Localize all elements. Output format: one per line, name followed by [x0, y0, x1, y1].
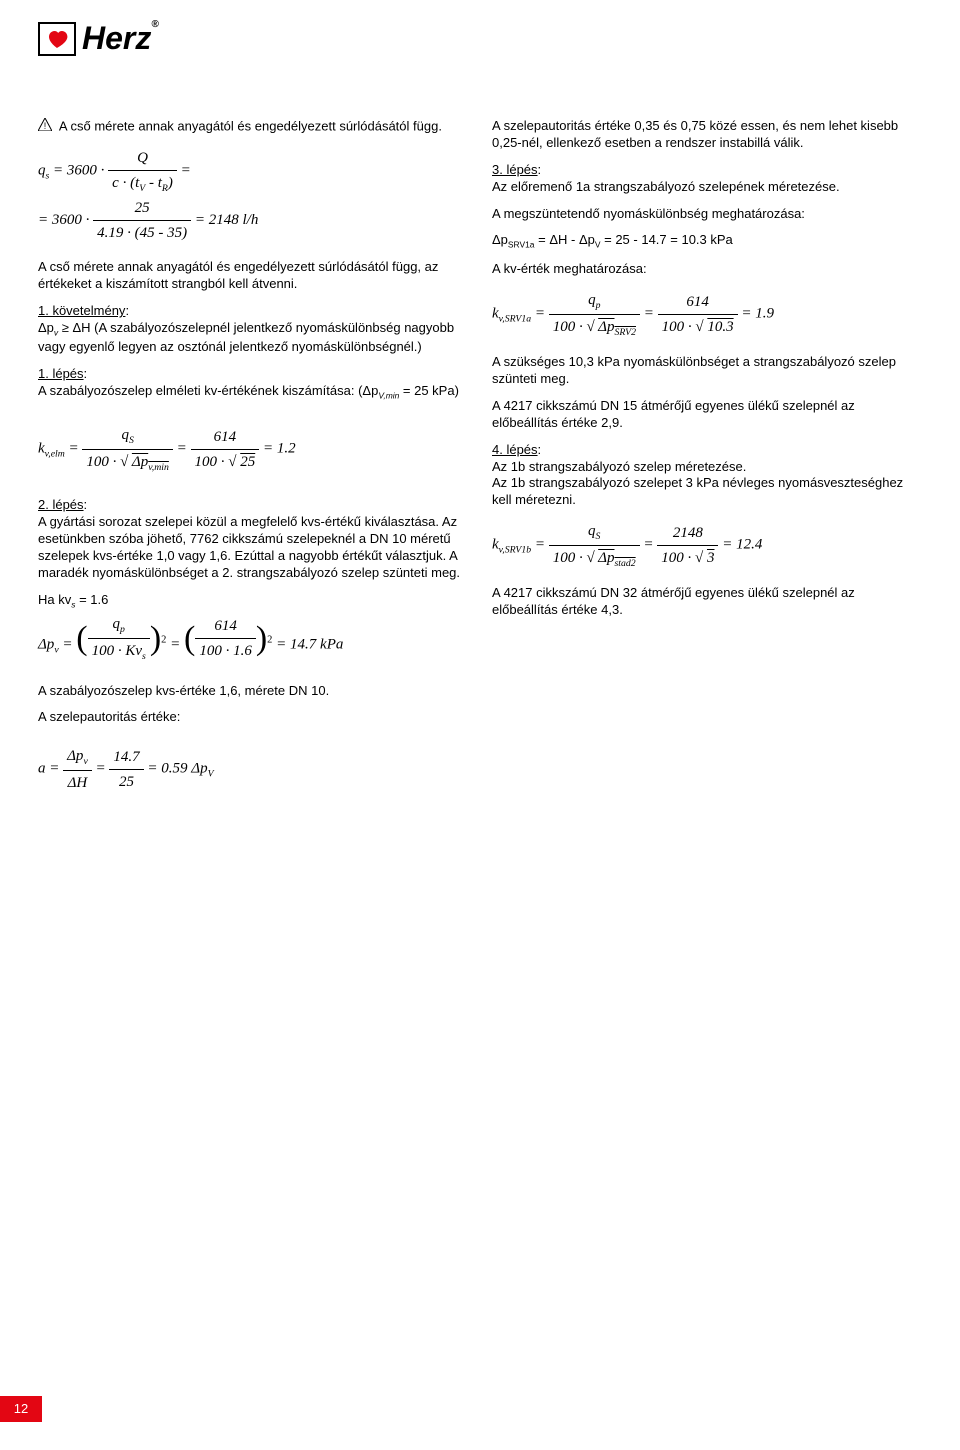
- logo: Herz®: [38, 18, 159, 60]
- right-p4: A szükséges 10,3 kPa nyomáskülönbséget a…: [492, 354, 922, 388]
- equation-qs: qs = 3600 · Qc · (tV - tR) = = 3600 · 25…: [38, 146, 468, 246]
- equation-kvelm: kv,elm = qS100 · √ Δpv,min = 614100 · √ …: [38, 423, 468, 475]
- left-p2: A cső mérete annak anyagától és engedély…: [38, 259, 468, 293]
- content-area: ! A cső mérete annak anyagától és engedé…: [38, 118, 922, 809]
- left-column: ! A cső mérete annak anyagától és engedé…: [38, 118, 468, 809]
- equation-dpsrv1a: ΔpSRV1a = ΔH - ΔpV = 25 - 14.7 = 10.3 kP…: [492, 232, 922, 251]
- right-p1: A szelepautoritás értéke 0,35 és 0,75 kö…: [492, 118, 922, 152]
- logo-text: Herz®: [82, 18, 159, 60]
- right-p2: A megszüntetendő nyomáskülönbség meghatá…: [492, 206, 922, 223]
- right-p5: A 4217 cikkszámú DN 15 átmérőjű egyenes …: [492, 398, 922, 432]
- requirement-1: 1. követelmény: Δpv ≥ ΔH (A szabályozósz…: [38, 303, 468, 355]
- step-4: 4. lépés: Az 1b strangszabályozó szelep …: [492, 442, 922, 510]
- logo-heart-icon: [38, 22, 76, 56]
- left-auth-label: A szelepautoritás értéke:: [38, 709, 468, 726]
- page-number: 12: [0, 1396, 42, 1422]
- equation-dpv: Δpv = (qp100 · Kvs)2 = (614100 · 1.6)2 =…: [38, 612, 468, 664]
- hakv-line: Ha kvs = 1.6: [38, 592, 468, 611]
- right-p6: A 4217 cikkszámú DN 32 átmérőjű egyenes …: [492, 585, 922, 619]
- left-p-kvs: A szabályozószelep kvs-értéke 1,6, méret…: [38, 683, 468, 700]
- equation-authority: a = ΔpvΔH = 14.725 = 0.59 ΔpV: [38, 744, 468, 795]
- right-p3: A kv-érték meghatározása:: [492, 261, 922, 278]
- logo-reg: ®: [151, 19, 158, 30]
- warning-triangle-icon: !: [38, 118, 52, 136]
- left-p1: ! A cső mérete annak anyagától és engedé…: [38, 118, 468, 136]
- step-1: 1. lépés: A szabályozószelep elméleti kv…: [38, 366, 468, 401]
- svg-text:!: !: [44, 121, 47, 131]
- step-2: 2. lépés: A gyártási sorozat szelepei kö…: [38, 497, 468, 581]
- equation-kvsrv1b: kv,SRV1b = qS100 · √ Δpstad2 = 2148100 ·…: [492, 519, 922, 571]
- right-column: A szelepautoritás értéke 0,35 és 0,75 kö…: [492, 118, 922, 809]
- step-3: 3. lépés: Az előremenő 1a strangszabályo…: [492, 162, 922, 196]
- equation-kvsrv1a: kv,SRV1a = qp100 · √ ΔpSRV2 = 614100 · √…: [492, 288, 922, 340]
